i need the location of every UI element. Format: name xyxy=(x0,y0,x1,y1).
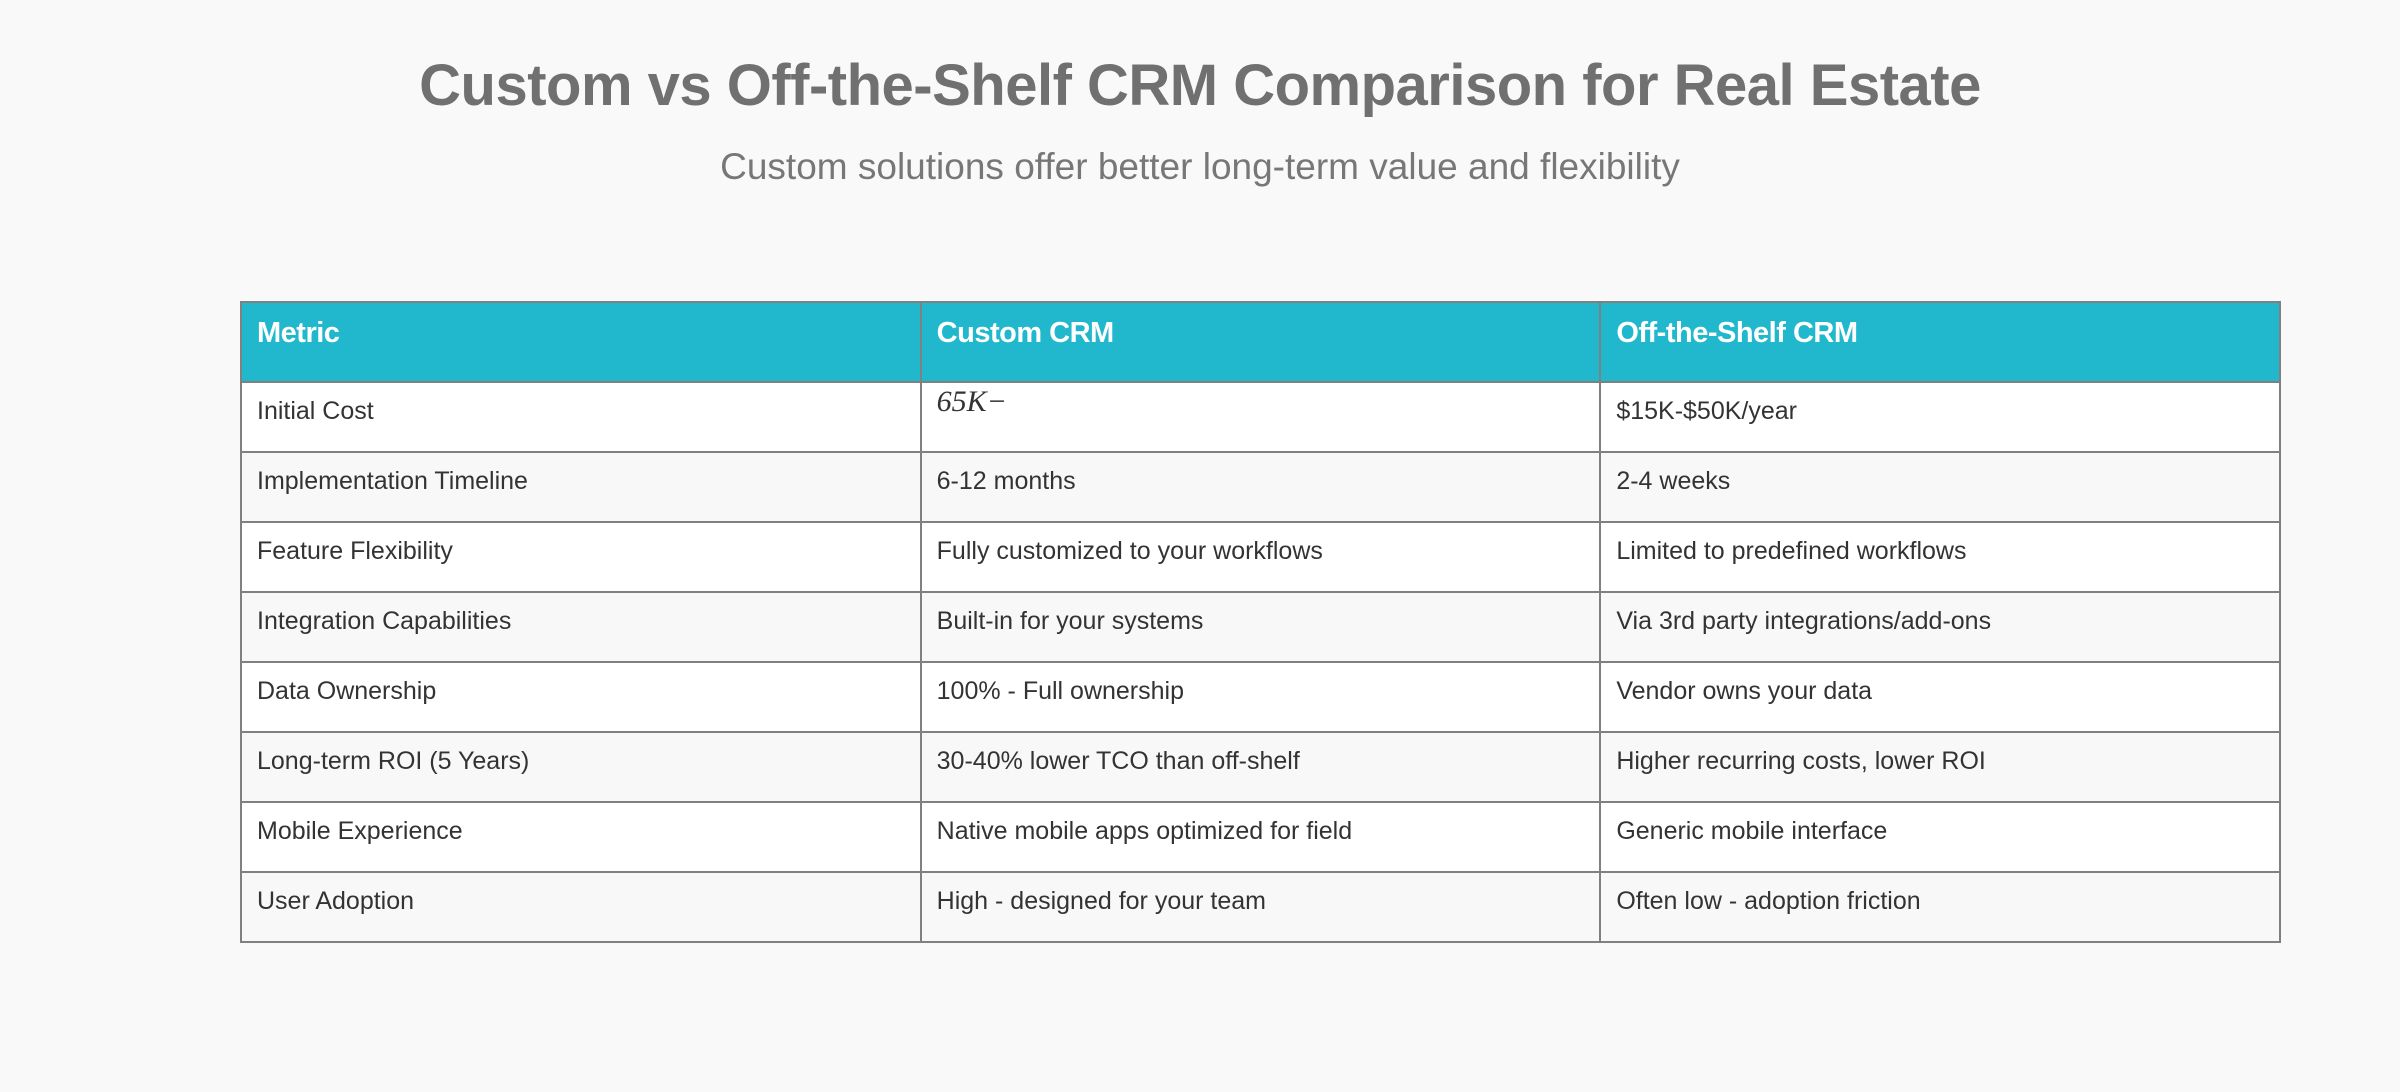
custom-crm-cell: Fully customized to your workflows xyxy=(919,521,1602,593)
table-header-row: Metric Custom CRM Off-the-Shelf CRM xyxy=(240,301,2281,383)
metric-cell: Integration Capabilities xyxy=(240,591,922,663)
math-render-text: 65K− xyxy=(936,385,1007,418)
table-row: Data Ownership 100% - Full ownership Vendo… xyxy=(240,661,2281,733)
custom-crm-cell: 100% - Full ownership xyxy=(919,661,1602,733)
page-title: Custom vs Off-the-Shelf CRM Comparison f… xyxy=(419,53,1981,118)
metric-cell: User Adoption xyxy=(240,871,922,943)
table-row: Feature Flexibility Fully customized to y… xyxy=(240,521,2281,593)
header-custom-crm: Custom CRM xyxy=(919,301,1602,383)
off-the-shelf-cell: Often low - adoption friction xyxy=(1599,871,2281,943)
metric-cell: Initial Cost xyxy=(240,381,922,453)
off-the-shelf-cell: Generic mobile interface xyxy=(1599,801,2281,873)
metric-cell: Implementation Timeline xyxy=(240,451,922,523)
table-row: Long-term ROI (5 Years) 30-40% lower TCO … xyxy=(240,731,2281,803)
metric-cell: Mobile Experience xyxy=(240,801,922,873)
header-metric: Metric xyxy=(240,301,922,383)
metric-cell: Feature Flexibility xyxy=(240,521,922,593)
off-the-shelf-cell: $15K-$50K/year xyxy=(1599,381,2281,453)
off-the-shelf-cell: Limited to predefined workflows xyxy=(1599,521,2281,593)
custom-crm-cell: High - designed for your team xyxy=(919,871,1602,943)
table-row: Initial Cost 65K− $15K-$50K/year xyxy=(240,381,2281,453)
table-row: Integration Capabilities Built-in for you… xyxy=(240,591,2281,663)
custom-crm-cell: 6-12 months xyxy=(919,451,1602,523)
header-off-the-shelf-crm: Off-the-Shelf CRM xyxy=(1599,301,2281,383)
metric-cell: Data Ownership xyxy=(240,661,922,733)
off-the-shelf-cell: Via 3rd party integrations/add-ons xyxy=(1599,591,2281,663)
off-the-shelf-cell: Higher recurring costs, lower ROI xyxy=(1599,731,2281,803)
table-row: Mobile Experience Native mobile apps opti… xyxy=(240,801,2281,873)
off-the-shelf-cell: 2-4 weeks xyxy=(1599,451,2281,523)
custom-crm-cell: 65K− xyxy=(919,381,1602,453)
off-the-shelf-cell: Vendor owns your data xyxy=(1599,661,2281,733)
custom-crm-cell: Built-in for your systems xyxy=(919,591,1602,663)
custom-crm-cell: 30-40% lower TCO than off-shelf xyxy=(919,731,1602,803)
custom-crm-cell: Native mobile apps optimized for field xyxy=(919,801,1602,873)
metric-cell: Long-term ROI (5 Years) xyxy=(240,731,922,803)
table-row: User Adoption High - designed for your te… xyxy=(240,871,2281,943)
page-subtitle: Custom solutions offer better long-term … xyxy=(720,146,1680,187)
table-row: Implementation Timeline 6-12 months 2-4 we… xyxy=(240,451,2281,523)
comparison-table: Metric Custom CRM Off-the-Shelf CRM Init… xyxy=(240,301,2281,943)
